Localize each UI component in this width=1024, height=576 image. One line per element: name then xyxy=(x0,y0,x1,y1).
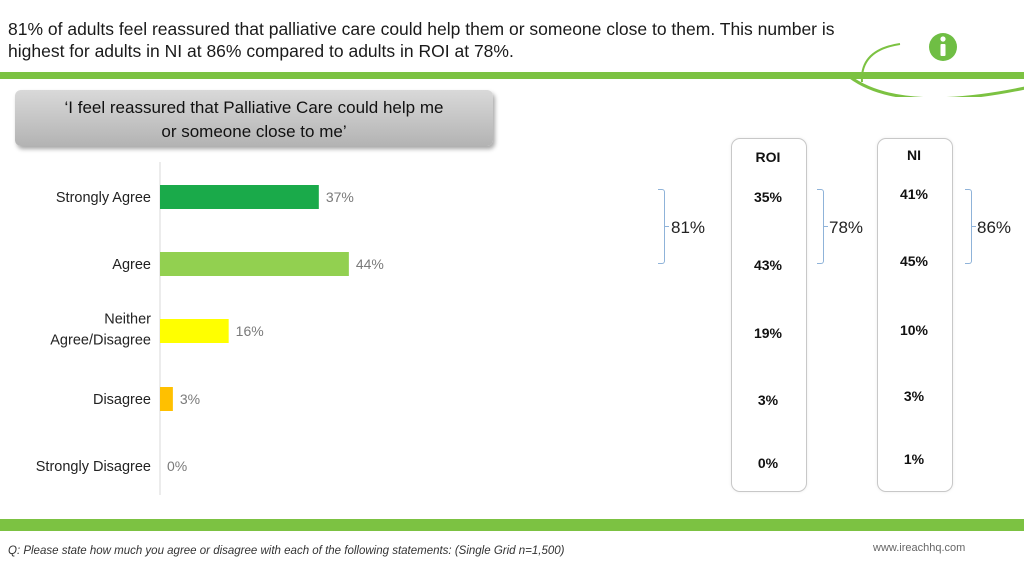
comparison-value: 3% xyxy=(757,392,779,408)
category-label: Neither xyxy=(104,312,151,328)
comparison-header: ROI xyxy=(755,149,781,165)
net-total-label: 81% xyxy=(671,218,706,237)
category-label: Agree xyxy=(112,257,151,273)
net-brace-tick xyxy=(664,226,669,227)
bar-chart: 37% Strongly Agree 44% Agree 16% Neither Agree… xyxy=(36,162,384,495)
category-label: Strongly Disagree xyxy=(36,459,151,475)
bar-value-label: 3% xyxy=(180,391,200,407)
comparison-value: 35% xyxy=(753,189,783,205)
bar xyxy=(160,185,319,209)
comparison-value: 43% xyxy=(753,257,783,273)
comparison-value: 1% xyxy=(903,451,925,467)
comparison-header: NI xyxy=(907,147,921,163)
net-label-ni: 86% xyxy=(977,218,1012,237)
info-icon xyxy=(929,33,957,61)
comparison-value: 0% xyxy=(757,455,779,471)
bar-value-label: 0% xyxy=(167,458,187,474)
comparison-value: 45% xyxy=(899,253,929,269)
comparison-value: 19% xyxy=(753,325,783,341)
bar-value-label: 44% xyxy=(356,256,384,272)
bar-value-label: 37% xyxy=(326,189,354,205)
bottom-rule xyxy=(0,519,1024,531)
headline: 81% of adults feel reassured that pallia… xyxy=(8,19,835,61)
footnote: Q: Please state how much you agree or di… xyxy=(8,545,565,557)
category-label: Disagree xyxy=(93,392,151,408)
bar xyxy=(160,319,229,343)
comparison-value: 41% xyxy=(899,186,929,202)
top-rule xyxy=(0,72,1024,79)
category-label: Agree/Disagree xyxy=(50,333,151,349)
comparison-value: 3% xyxy=(903,388,925,404)
category-label: Strongly Agree xyxy=(56,190,151,206)
statement-box: ‘I feel reassured that Palliative Care c… xyxy=(15,90,493,146)
statement-text: ‘I feel reassured that Palliative Care c… xyxy=(64,98,444,141)
website-link[interactable]: www.ireachhq.com xyxy=(873,542,966,554)
net-brace-tick xyxy=(971,226,976,227)
comparison-value: 10% xyxy=(899,322,929,338)
comparison-panel-roi xyxy=(731,138,807,492)
net-brace-tick xyxy=(823,226,828,227)
bar-value-label: 16% xyxy=(236,323,264,339)
logo xyxy=(849,33,1024,97)
bar xyxy=(160,252,349,276)
net-label-roi: 78% xyxy=(829,218,864,237)
bar xyxy=(160,387,173,411)
comparison-panel-ni xyxy=(877,138,953,492)
